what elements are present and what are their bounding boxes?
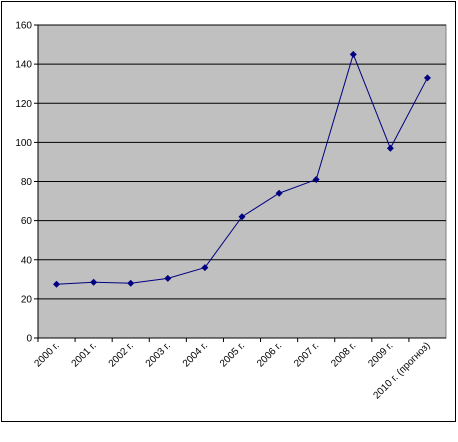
y-tick-label: 60: [21, 216, 33, 227]
point: [164, 274, 172, 282]
y-tick-label: 40: [21, 255, 33, 266]
point: [127, 279, 135, 287]
y-tick-label: 120: [15, 99, 32, 110]
point: [312, 176, 320, 184]
y-tick-label: 20: [21, 294, 33, 305]
y-tick-label: 80: [21, 177, 33, 188]
point: [275, 189, 283, 197]
y-tick-label: 160: [15, 21, 32, 32]
y-tick-label: 100: [15, 138, 32, 149]
y-tick-label: 140: [15, 60, 32, 71]
point: [90, 278, 98, 286]
point: [201, 264, 209, 272]
point: [386, 144, 394, 152]
y-tick-label: 0: [26, 334, 32, 345]
point: [349, 50, 357, 58]
point: [53, 280, 61, 288]
point: [238, 213, 246, 221]
point: [423, 74, 431, 82]
